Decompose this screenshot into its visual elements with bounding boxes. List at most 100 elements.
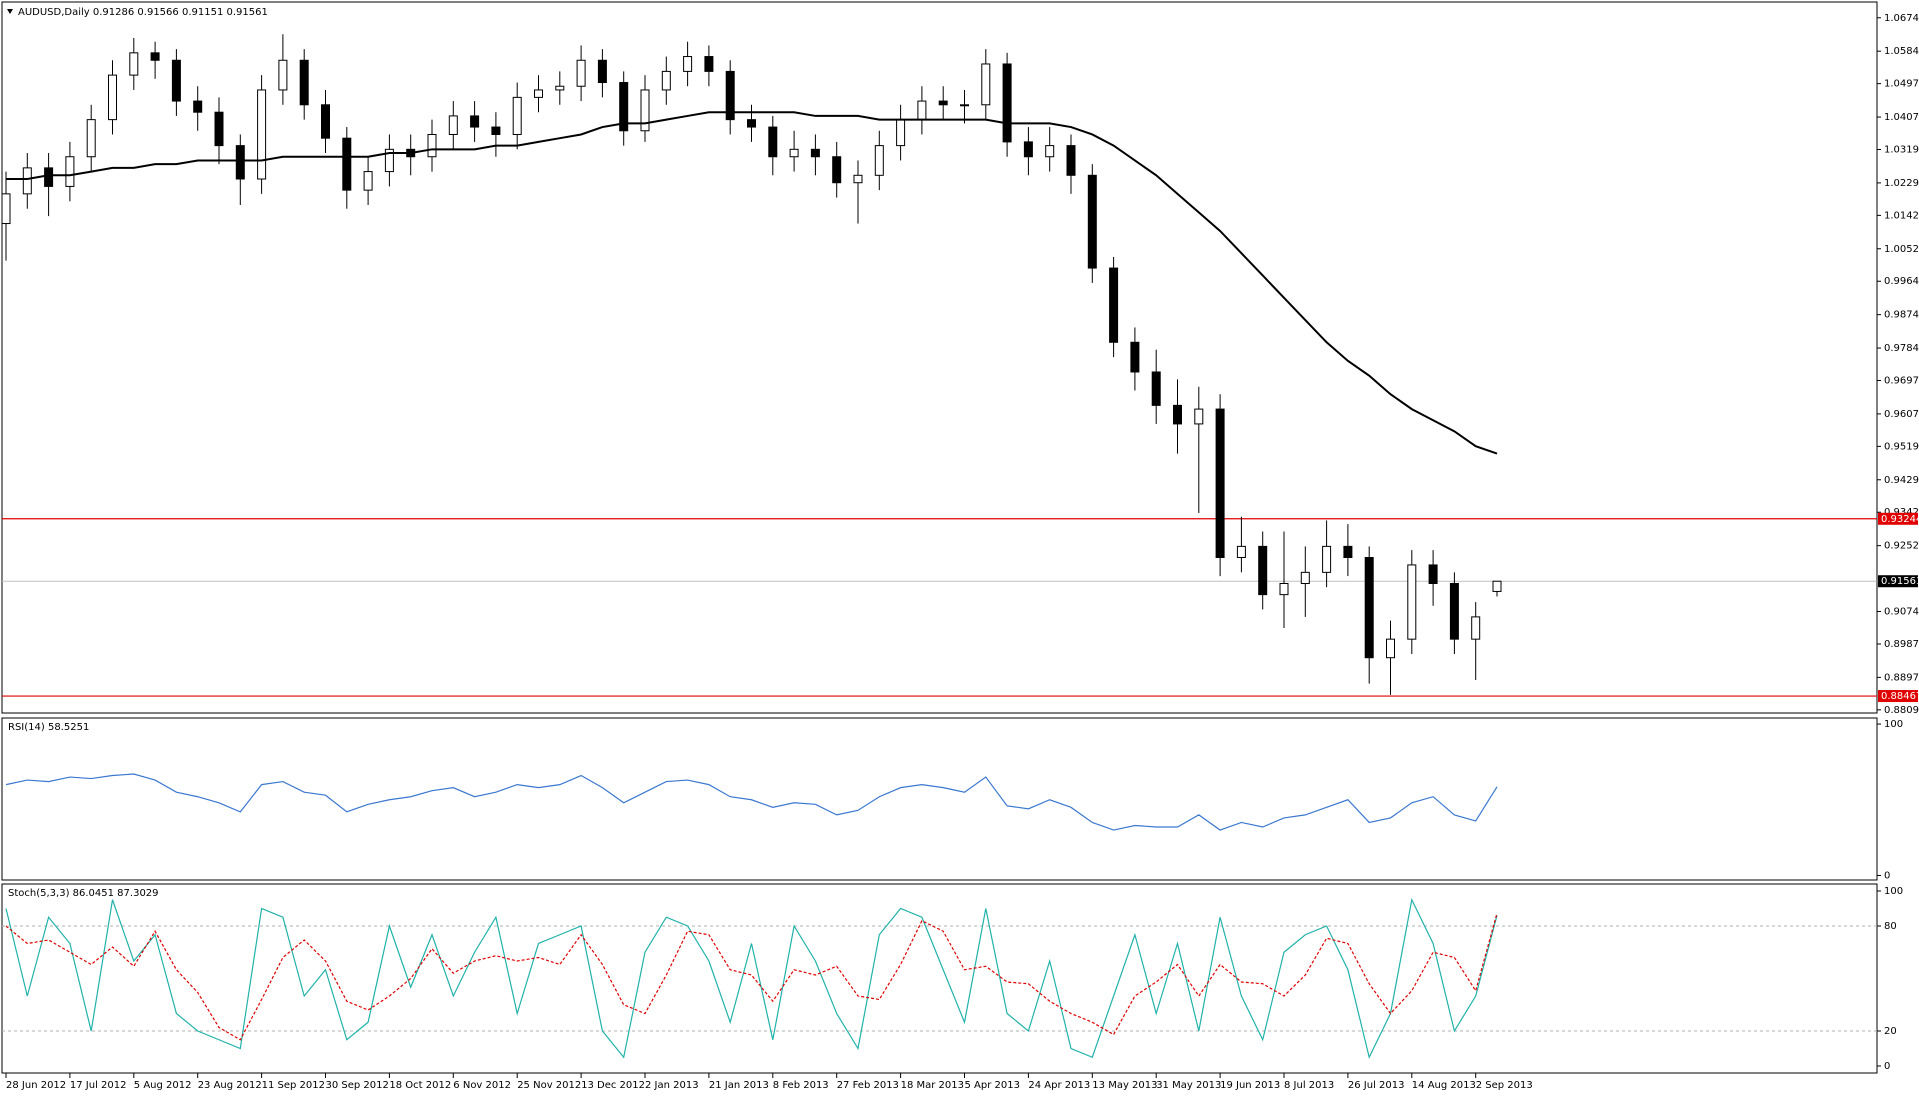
x-tick-label: 18 Oct 2012	[389, 1080, 451, 1091]
candle-body	[1407, 564, 1417, 640]
candle-body	[981, 63, 991, 106]
candle-body	[1173, 404, 1182, 425]
candle-body	[917, 100, 927, 121]
candle-body	[150, 52, 160, 61]
candle-body	[661, 70, 671, 91]
x-tick-label: 28 Jun 2012	[6, 1080, 66, 1091]
candle-body	[1194, 408, 1204, 425]
stoch-panel	[1, 883, 1878, 1074]
candle-body	[129, 52, 139, 76]
x-tick-label: 18 Mar 2013	[901, 1080, 964, 1091]
chart-title: AUDUSD,Daily 0.91286 0.91566 0.91151 0.9…	[18, 7, 268, 18]
y-tick-label: 0.97845	[1884, 343, 1919, 354]
candle-body	[1428, 564, 1438, 584]
y-tick-label: 100	[1884, 886, 1903, 897]
y-tick-label: 1.02295	[1884, 178, 1919, 189]
candle-body	[512, 96, 522, 135]
x-tick-label: 5 Aug 2012	[134, 1080, 192, 1091]
candle-body	[235, 145, 245, 180]
menu-triangle[interactable]	[7, 9, 13, 14]
candle-body	[1449, 582, 1459, 640]
y-tick-label: 80	[1884, 921, 1897, 932]
x-tick-label: 14 Aug 2013	[1412, 1080, 1476, 1091]
x-tick-label: 2 Jan 2013	[645, 1080, 699, 1091]
candle-body	[1130, 341, 1140, 373]
x-tick-label: 24 Apr 2013	[1028, 1080, 1090, 1091]
candle-body	[448, 115, 458, 135]
candle-body	[555, 85, 565, 91]
candle-body	[1023, 141, 1033, 158]
y-tick-label: 100	[1884, 719, 1903, 730]
bid-label-box	[1878, 575, 1918, 588]
level-label: 0.88467	[1881, 691, 1919, 702]
x-tick-label: 26 Jul 2013	[1348, 1080, 1405, 1091]
y-tick-label: 1.06745	[1884, 13, 1919, 24]
candle-body	[22, 167, 32, 195]
y-tick-label: 1.04970	[1884, 79, 1919, 90]
level-label-box	[1878, 512, 1918, 525]
candle-body	[1, 193, 11, 225]
y-tick-label: 1.05845	[1884, 46, 1919, 57]
x-tick-label: 27 Feb 2013	[837, 1080, 899, 1091]
indicator-line	[5, 773, 1498, 831]
candle-body	[1300, 571, 1310, 584]
candle-body	[1386, 638, 1395, 659]
rsi-panel	[1, 717, 1878, 881]
y-tick-label: 0.88095	[1884, 705, 1919, 716]
candle-body	[214, 111, 224, 147]
candle-body	[768, 126, 778, 158]
bid-label: 0.91561	[1881, 576, 1919, 587]
candle-body	[363, 171, 373, 191]
candle-body	[640, 89, 650, 132]
stoch-title: Stoch(5,3,3) 86.0451 87.3029	[8, 888, 159, 899]
candle-body	[1364, 557, 1374, 659]
candle-body	[491, 126, 501, 135]
candle-body	[683, 56, 693, 72]
candle-body	[257, 89, 267, 180]
y-tick-label: 1.03195	[1884, 145, 1919, 156]
candle-body	[384, 148, 394, 173]
level-label: 0.93244	[1881, 514, 1919, 525]
candle-body	[896, 119, 906, 147]
x-tick-label: 13 May 2013	[1092, 1080, 1157, 1091]
candle-body	[747, 119, 756, 128]
y-tick-label: 0.90745	[1884, 607, 1919, 618]
candle-body	[832, 156, 842, 184]
candle-body	[1151, 371, 1161, 406]
x-tick-label: 19 Jun 2013	[1220, 1080, 1280, 1091]
candle-body	[65, 156, 75, 187]
x-tick-label: 8 Feb 2013	[773, 1080, 829, 1091]
y-tick-label: 0	[1884, 1061, 1890, 1072]
candle-body	[44, 167, 54, 187]
x-tick-label: 17 Jul 2012	[70, 1080, 127, 1091]
candle-body	[960, 104, 969, 107]
candle-body	[810, 148, 820, 158]
candle-body	[1066, 145, 1076, 176]
x-tick-label: 25 Nov 2012	[517, 1080, 581, 1091]
candle-body	[1215, 408, 1225, 559]
main-panel	[1, 1, 1878, 714]
x-tick-label: 13 Dec 2012	[581, 1080, 645, 1091]
candle-body	[874, 145, 884, 176]
x-tick-label: 30 Sep 2012	[326, 1080, 389, 1091]
y-tick-label: 1.04070	[1884, 112, 1919, 123]
y-tick-label: 1.01420	[1884, 210, 1919, 221]
x-tick-label: 23 Aug 2012	[198, 1080, 262, 1091]
indicator-line	[5, 897, 1498, 1060]
y-tick-label: 0.94295	[1884, 475, 1919, 486]
y-tick-label: 0.95195	[1884, 441, 1919, 452]
candle-body	[1471, 616, 1481, 640]
candle-body	[1258, 545, 1268, 596]
x-tick-label: 11 Sep 2012	[262, 1080, 325, 1091]
y-tick-label: 0.98745	[1884, 310, 1919, 321]
candle-body	[1236, 545, 1246, 559]
candle-body	[299, 59, 309, 106]
